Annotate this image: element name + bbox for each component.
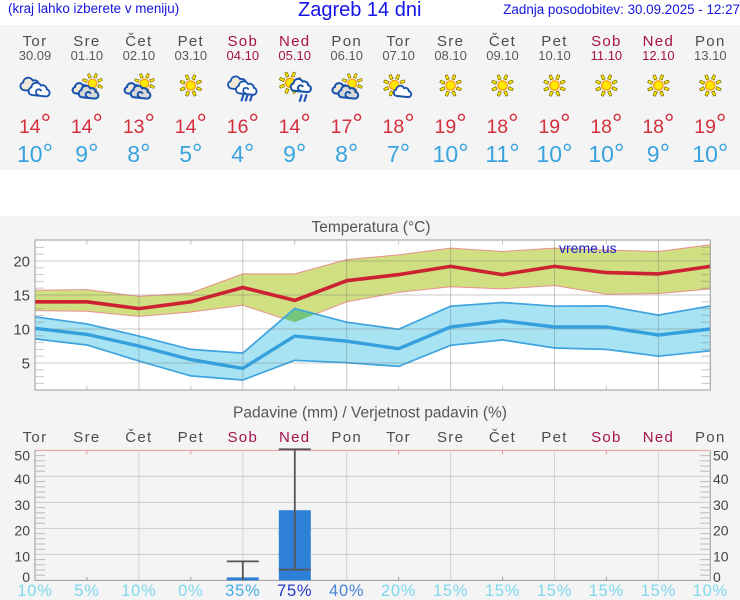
svg-text:Tor: Tor (23, 429, 48, 446)
svg-text:20: 20 (13, 254, 30, 271)
svg-text:Temperatura (°C): Temperatura (°C) (311, 219, 430, 236)
svg-text:20: 20 (713, 523, 729, 539)
svg-text:10: 10 (713, 549, 729, 565)
svg-text:40: 40 (713, 471, 729, 487)
svg-text:vreme.us: vreme.us (559, 240, 617, 256)
svg-text:Padavine (mm) / Verjetnost pad: Padavine (mm) / Verjetnost padavin (%) (233, 404, 507, 421)
svg-text:0: 0 (713, 569, 721, 585)
svg-text:10: 10 (14, 549, 30, 565)
svg-text:15: 15 (13, 288, 30, 305)
svg-text:Sre: Sre (437, 429, 464, 446)
svg-text:Sre: Sre (73, 429, 100, 446)
svg-text:40: 40 (14, 471, 30, 487)
svg-text:50: 50 (713, 448, 729, 464)
svg-text:Ned: Ned (643, 429, 674, 446)
svg-text:50: 50 (14, 448, 30, 464)
svg-text:Čet: Čet (125, 429, 152, 446)
svg-text:Pon: Pon (695, 429, 726, 446)
svg-text:30: 30 (713, 497, 729, 513)
svg-text:0: 0 (22, 569, 30, 585)
svg-text:Pet: Pet (178, 429, 204, 446)
svg-text:Tor: Tor (386, 429, 411, 446)
svg-text:Pet: Pet (541, 429, 567, 446)
svg-text:30: 30 (14, 497, 30, 513)
svg-text:20: 20 (14, 523, 30, 539)
svg-text:Sob: Sob (228, 429, 259, 446)
svg-text:Ned: Ned (279, 429, 310, 446)
svg-text:5: 5 (22, 356, 30, 373)
svg-text:Sob: Sob (591, 429, 622, 446)
svg-text:Pon: Pon (331, 429, 362, 446)
svg-text:Čet: Čet (489, 429, 516, 446)
svg-text:10: 10 (13, 322, 30, 339)
